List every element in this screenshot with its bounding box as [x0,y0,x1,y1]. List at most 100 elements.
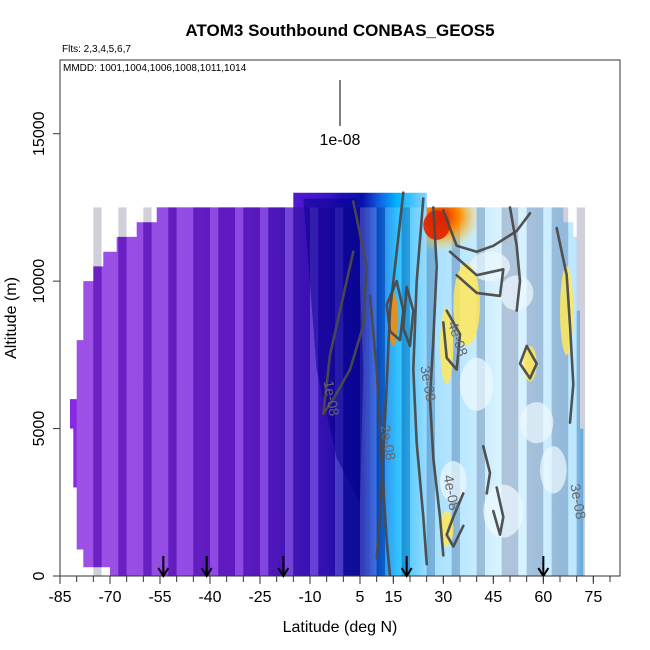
contour-line [555,226,575,424]
dates-subtitle: MMDD: 1001,1004,1006,1008,1011,1014 [63,63,247,74]
contour-line [322,200,368,416]
contour-line [445,492,465,548]
heat-cell [493,207,502,576]
heat-cell [143,207,152,576]
heat-cell [368,207,377,576]
heat-cell [293,207,302,576]
chart-title: ATOM3 Southbound CONBAS_GEOS5 [185,21,494,40]
heat-cell [551,207,560,576]
heat-cell [576,207,585,576]
contour-label: 4e-08 [441,474,463,512]
contour-line [402,285,415,348]
x-axis-label: Latitude (deg N) [283,619,398,636]
flights-subtitle: Flts: 2,3,4,5,6,7 [62,44,131,55]
heat-cell [376,207,385,576]
x-tick-label: -55 [148,589,171,606]
contour-label: 3e-08 [567,482,589,520]
heat-patch [540,446,567,494]
heat-cell [110,207,119,576]
flight-marker-arrow [400,556,413,578]
heat-cell [85,207,94,576]
y-axis-label: Altitude (m) [3,277,20,359]
heat-cell [251,207,260,576]
heat-cell [543,207,552,576]
heat-cell [210,207,219,576]
heat-cell [193,207,202,576]
heat-patch [500,275,534,311]
heat-cell [101,207,110,576]
heat-cell [401,207,410,576]
heat-cell [393,207,402,576]
contour-line [492,486,505,536]
heat-cell [76,207,85,576]
x-axis: -85 -70 -55 -40 -25 -10 5 15 30 45 60 75 [48,576,611,606]
heat-cell [501,207,510,576]
heat-cell [268,207,277,576]
heat-cell [126,207,135,576]
heat-cell [201,207,210,576]
heat-cell [560,207,569,576]
heat-cell [510,207,519,576]
x-tick-label: -10 [298,589,321,606]
heat-cell [135,207,144,576]
heat-cell [360,207,369,576]
heat-cell [526,207,535,576]
heat-cell [310,207,319,576]
heat-cell [218,207,227,576]
y-axis: 0 5000 10000 15000 [31,111,60,580]
heat-cell [518,207,527,576]
flight-marker-arrow [200,556,213,578]
contour-line [428,206,445,557]
x-tick-label: -40 [198,589,221,606]
heat-cell [93,207,102,576]
y-tick-label: 10000 [31,259,48,304]
contour-line [442,209,532,253]
heat-yellow [440,511,454,547]
heat-cell [151,207,160,576]
contour-line [442,309,462,371]
heat-cell [418,207,427,576]
x-tick-label: -85 [48,589,71,606]
heat-cell [276,207,285,576]
contour-label: 2e-08 [377,423,399,461]
contour-label: 3e-08 [417,364,439,402]
x-tick-label: 45 [484,589,502,606]
contour-label: 1e-08 [321,379,343,417]
contour-line [508,206,522,312]
heat-cell [176,207,185,576]
heat-cell [443,207,452,576]
heat-patch [460,357,494,411]
y-tick-label: 5000 [31,411,48,447]
heat-cell [385,207,394,576]
flight-marker-arrow [157,556,170,578]
y-tick-label: 0 [31,571,48,580]
x-tick-label: 60 [534,589,552,606]
flight-marker-arrow [277,556,290,578]
x-tick-label: 30 [434,589,452,606]
x-tick-label: 5 [356,589,365,606]
contour-line [385,279,405,342]
heat-cell [243,207,252,576]
contour-line [375,191,405,560]
heat-cell [301,207,310,576]
heat-yellow [453,263,480,347]
heat-cell [168,207,177,576]
contour-line [448,250,505,298]
heat-cell [451,207,460,576]
heat-red [423,210,450,240]
heat-cell [260,207,269,576]
heat-cell [535,207,544,576]
heat-cell [435,207,444,576]
plot-frame [59,59,621,577]
contour-line [412,197,428,566]
heat-cell [185,207,194,576]
x-tick-label: -25 [248,589,271,606]
heat-cell [118,207,127,576]
x-tick-label: 75 [584,589,602,606]
x-tick-label: -70 [98,589,121,606]
y-tick-label: 15000 [31,111,48,156]
heat-cell [226,207,235,576]
heat-patch [483,484,524,538]
contour-lines [322,191,575,576]
